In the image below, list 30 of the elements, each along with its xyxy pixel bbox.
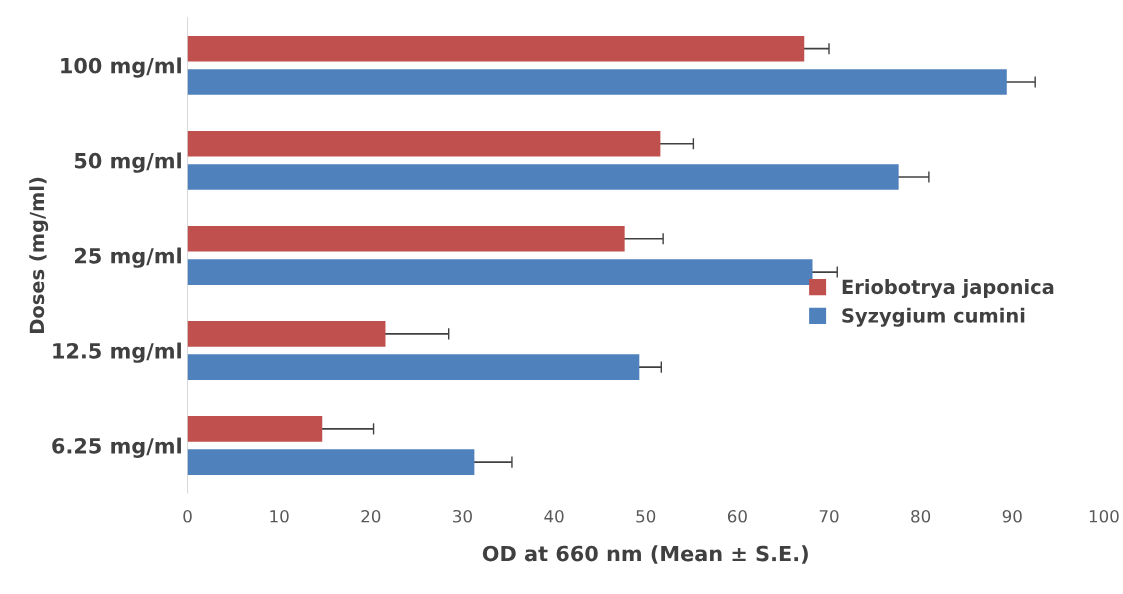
x-tick-label: 70 (819, 509, 839, 523)
bar (187, 35, 805, 62)
x-tick-label: 10 (270, 509, 289, 523)
x-tick-label: 50 (636, 509, 656, 523)
y-tick-label: 25 mg/ml (75, 247, 181, 268)
bar (187, 130, 661, 157)
bar (187, 225, 625, 252)
legend-label: Eriobotrya japonica (842, 279, 1054, 299)
x-tick-label: 20 (361, 509, 381, 523)
x-tick-label: 60 (727, 509, 747, 523)
y-tick-label: 50 mg/ml (74, 152, 181, 173)
y-tick-label: 12.5 mg/ml (53, 342, 181, 363)
bar (187, 354, 640, 380)
x-tick-label: 40 (544, 509, 564, 523)
x-tick-label: 80 (911, 509, 931, 523)
x-tick-label: 0 (183, 509, 192, 523)
x-axis-title: OD at 660 nm (Mean ± S.E.) (482, 545, 808, 564)
x-tick-label: 90 (1002, 509, 1022, 523)
bar (187, 416, 323, 442)
legend-label: Syzygium cumini (842, 307, 1025, 327)
x-tick-label: 30 (453, 509, 472, 523)
bar (187, 259, 813, 285)
bar (187, 321, 386, 347)
bar (187, 69, 1007, 95)
y-tick-label: 100 mg/ml (61, 57, 181, 78)
y-axis-title: Doses (mg/ml) (29, 177, 49, 333)
bar (187, 449, 475, 475)
bar (187, 164, 899, 190)
y-tick-label: 6.25 mg/ml (52, 437, 181, 458)
x-tick-label: 100 (1089, 509, 1119, 523)
